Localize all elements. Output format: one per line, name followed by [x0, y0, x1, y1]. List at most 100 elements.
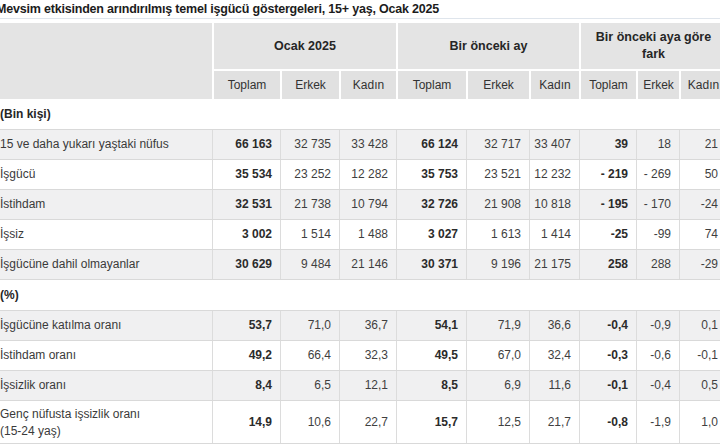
cell: -24	[679, 190, 720, 219]
header-corner-cell	[0, 23, 212, 99]
cell: 32 717	[466, 130, 529, 159]
cell: 15,7	[396, 401, 466, 443]
cell: 35 753	[396, 160, 466, 189]
table-header: Ocak 2025 Bir önceki ay Bir önceki aya g…	[0, 23, 720, 99]
cell: 6,9	[466, 371, 529, 400]
cell: 3 002	[212, 220, 280, 249]
cell: 21 738	[280, 190, 339, 219]
column-group-fark: Bir önceki aya göre fark	[579, 23, 720, 69]
cell: 33 428	[339, 130, 396, 159]
cell: -0,6	[636, 341, 679, 370]
row-label: İşgücüne katılma oranı	[0, 311, 212, 340]
table-row-issizlik-orani: İşsizlik oranı 8,4 6,5 12,1 8,5 6,9 11,6…	[0, 370, 720, 400]
cell: -0,4	[636, 371, 679, 400]
cell: 12 232	[529, 160, 579, 189]
cell: 8,5	[396, 371, 466, 400]
cell: 12,5	[466, 401, 529, 443]
cell: 32,4	[529, 341, 579, 370]
subheader-erkek: Erkek	[466, 69, 529, 99]
subheader-toplam: Toplam	[396, 69, 466, 99]
cell: 36,7	[339, 311, 396, 340]
cell: - 269	[636, 160, 679, 189]
cell: 32 531	[212, 190, 280, 219]
cell: - 195	[579, 190, 636, 219]
subheader-toplam: Toplam	[579, 69, 636, 99]
page-title: Mevsim etkisinden arındırılmış temel işg…	[0, 2, 720, 16]
table-row-issiz: İşsiz 3 002 1 514 1 488 3 027 1 613 1 41…	[0, 219, 720, 249]
cell: 49,2	[212, 341, 280, 370]
cell: 21	[679, 130, 720, 159]
table-row-nufus: 15 ve daha yukarı yaştaki nüfus 66 163 3…	[0, 129, 720, 159]
row-label: İşgücü	[0, 160, 212, 189]
cell: 258	[579, 250, 636, 279]
cell: 39	[579, 130, 636, 159]
cell: 10,6	[280, 401, 339, 443]
cell: -99	[636, 220, 679, 249]
cell: 10 818	[529, 190, 579, 219]
cell: 67,0	[466, 341, 529, 370]
cell: 21 908	[466, 190, 529, 219]
report-page: Mevsim etkisinden arındırılmış temel işg…	[0, 0, 720, 448]
labour-indicators-table: Ocak 2025 Bir önceki ay Bir önceki aya g…	[0, 23, 720, 444]
subheader-erkek: Erkek	[280, 69, 339, 99]
cell: 35 534	[212, 160, 280, 189]
cell: 0,1	[679, 311, 720, 340]
title-underline	[0, 18, 720, 19]
cell: 21,7	[529, 401, 579, 443]
cell: 1 488	[339, 220, 396, 249]
column-group-ocak-2025: Ocak 2025	[212, 23, 396, 69]
cell: 14,9	[212, 401, 280, 443]
cell: 1,0	[679, 401, 720, 443]
cell: 9 484	[280, 250, 339, 279]
row-label: İşsizlik oranı	[0, 371, 212, 400]
row-label-line2: (15-24 yaş)	[0, 424, 61, 438]
row-label: 15 ve daha yukarı yaştaki nüfus	[0, 130, 212, 159]
cell: 0,5	[679, 371, 720, 400]
cell: 6,5	[280, 371, 339, 400]
cell: 32,3	[339, 341, 396, 370]
cell: -25	[579, 220, 636, 249]
cell: 50	[679, 160, 720, 189]
cell: 32 726	[396, 190, 466, 219]
cell: -29	[679, 250, 720, 279]
row-label: Genç nüfusta işsizlik oranı (15-24 yaş)	[0, 401, 212, 443]
cell: 71,9	[466, 311, 529, 340]
cell: 3 027	[396, 220, 466, 249]
row-label: İstihdam oranı	[0, 341, 212, 370]
table-row-istihdam-orani: İstihdam oranı 49,2 66,4 32,3 49,5 67,0 …	[0, 340, 720, 370]
row-label: İstihdam	[0, 190, 212, 219]
section-header-bin-kisi: (Bin kişi)	[0, 99, 720, 129]
subheader-kadin: Kadın	[529, 69, 579, 99]
cell: 12 282	[339, 160, 396, 189]
cell: 12,1	[339, 371, 396, 400]
cell: 21 175	[529, 250, 579, 279]
cell: -0,4	[579, 311, 636, 340]
cell: 1 613	[466, 220, 529, 249]
cell: 1 414	[529, 220, 579, 249]
subheader-kadin: Kadın	[339, 69, 396, 99]
subheader-erkek: Erkek	[636, 69, 679, 99]
cell: 54,1	[396, 311, 466, 340]
cell: 32 735	[280, 130, 339, 159]
row-label-line1: Genç nüfusta işsizlik oranı	[0, 407, 140, 421]
subheader-toplam: Toplam	[212, 69, 280, 99]
table-row-genc-issizlik: Genç nüfusta işsizlik oranı (15-24 yaş) …	[0, 400, 720, 444]
cell: 22,7	[339, 401, 396, 443]
cell: 66 163	[212, 130, 280, 159]
cell: 66 124	[396, 130, 466, 159]
subheader-kadin: Kadın	[679, 69, 720, 99]
cell: 49,5	[396, 341, 466, 370]
cell: -0,9	[636, 311, 679, 340]
table-row-katilma-orani: İşgücüne katılma oranı 53,7 71,0 36,7 54…	[0, 310, 720, 340]
cell: 23 252	[280, 160, 339, 189]
cell: 30 629	[212, 250, 280, 279]
cell: 23 521	[466, 160, 529, 189]
cell: -0,1	[679, 341, 720, 370]
cell: 21 146	[339, 250, 396, 279]
table-row-istihdam: İstihdam 32 531 21 738 10 794 32 726 21 …	[0, 189, 720, 219]
cell: 1 514	[280, 220, 339, 249]
cell: 33 407	[529, 130, 579, 159]
cell: 74	[679, 220, 720, 249]
table-row-isgucu: İşgücü 35 534 23 252 12 282 35 753 23 52…	[0, 159, 720, 189]
cell: 71,0	[280, 311, 339, 340]
